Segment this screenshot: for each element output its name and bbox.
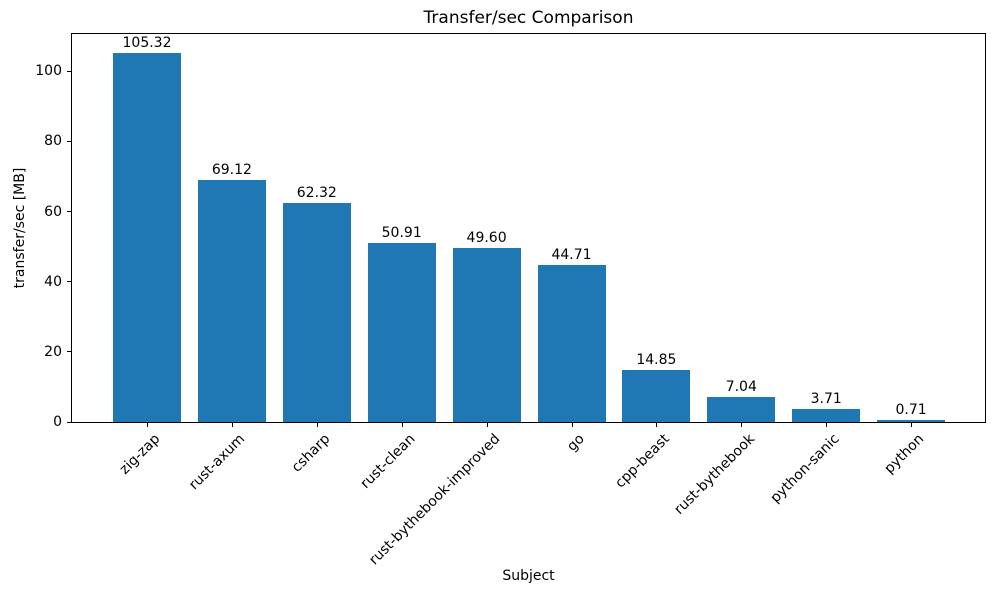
x-tick-label: python-sanic [767, 431, 843, 507]
x-tick [147, 423, 148, 427]
x-tick [911, 423, 913, 427]
y-axis-label: transfer/sec [MB] [12, 167, 28, 289]
x-tick [826, 423, 828, 427]
x-tick-label: go [564, 431, 588, 455]
bar-value-label: 44.71 [551, 247, 592, 264]
y-tick [67, 140, 71, 142]
bar-rust-bythebook-improved [452, 248, 521, 422]
bar-value-label: 0.71 [895, 401, 927, 418]
bar-zig-zap [113, 52, 181, 422]
x-tick-label: rust-axum [186, 431, 249, 494]
x-axis-label: Subject [502, 568, 555, 584]
bar-value-label: 69.12 [211, 161, 252, 178]
x-tick [231, 423, 233, 427]
x-tick-label: cpp-beast [612, 431, 673, 492]
bar-rust-clean [367, 243, 436, 422]
y-tick-label: 0 [53, 414, 62, 430]
y-tick-label: 40 [44, 273, 62, 290]
y-tick-label: 20 [44, 343, 62, 360]
y-tick-label: 60 [44, 203, 62, 220]
y-tick [67, 351, 71, 353]
x-tick [741, 423, 743, 427]
x-tick [656, 423, 658, 427]
y-tick [67, 211, 71, 212]
y-tick [67, 421, 71, 423]
y-tick [67, 70, 71, 72]
bar-rust-axum [197, 179, 266, 422]
bar-csharp [282, 203, 351, 422]
x-tick-label: csharp [288, 431, 334, 476]
y-tick-label: 80 [44, 133, 62, 150]
x-tick-label: python [881, 431, 928, 477]
bar-rust-bythebook [707, 397, 776, 422]
x-tick-label: zig-zap [116, 431, 164, 478]
x-tick [316, 423, 318, 427]
x-tick [571, 423, 573, 427]
y-tick [67, 281, 71, 283]
bar-value-label: 3.71 [810, 390, 842, 407]
bar-value-label: 50.91 [381, 225, 422, 242]
x-tick-label: rust-bythebook [670, 431, 758, 518]
x-tick [401, 423, 403, 427]
x-tick [486, 423, 488, 427]
bar-value-label: 49.60 [466, 229, 507, 246]
plot-area: 105.32 69.12 62.32 50.91 49.60 44.71 14.85 7.04… [71, 33, 986, 423]
bar-python-sanic [792, 409, 861, 422]
x-tick-label: rust-clean [357, 431, 419, 492]
bar-go [537, 265, 606, 422]
chart-title: Transfer/sec Comparison [423, 8, 634, 28]
y-tick-label: 100 [35, 63, 62, 80]
bar-value-label: 105.32 [122, 34, 172, 51]
bar-value-label: 14.85 [636, 351, 677, 368]
bar-python [877, 419, 946, 422]
bar-value-label: 62.32 [296, 185, 337, 202]
bar-value-label: 7.04 [725, 379, 757, 396]
bar-cpp-beast [622, 369, 691, 422]
